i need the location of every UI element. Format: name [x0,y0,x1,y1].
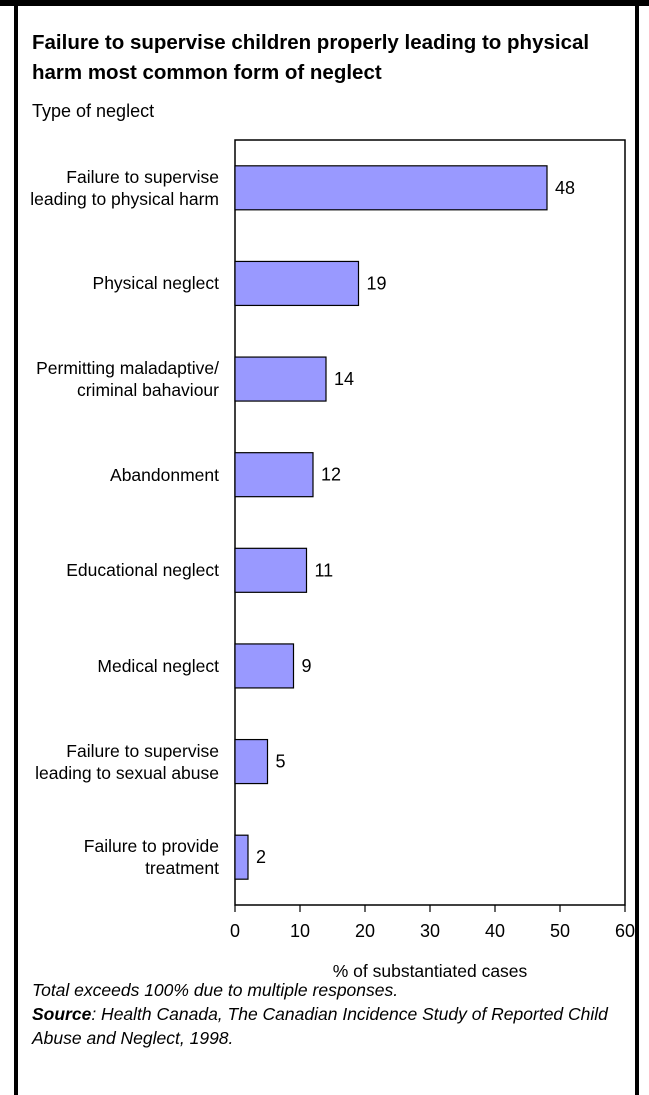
source-text: : Health Canada, The Canadian Incidence … [32,1004,608,1048]
x-tick-label: 40 [485,921,505,941]
x-tick-label: 0 [230,921,240,941]
category-label: Educational neglect [66,560,219,581]
bar [234,547,308,593]
bar [234,452,314,498]
data-label: 19 [367,273,387,293]
chart-frame [14,6,639,1095]
bar [234,738,269,785]
chart-title: Failure to supervise children properly l… [32,31,590,84]
bar [234,834,249,880]
top-border-strip [0,0,649,6]
source-line: Source: Health Canada, The Canadian Inci… [32,1002,612,1050]
category-label: Physical neglect [92,273,219,294]
data-label: 48 [555,178,575,198]
data-label: 12 [321,465,341,485]
category-label: Failure to supervise leading to physical… [30,166,219,209]
category-label: Abandonment [110,464,219,485]
data-label: 5 [276,752,286,772]
x-axis-title: % of substantiated cases [333,961,528,980]
x-tick-label: 30 [420,921,440,941]
chart-footer: Total exceeds 100% due to multiple respo… [32,978,612,1050]
category-label: Failure to supervise leading to sexual a… [35,740,219,783]
source-label: Source [32,1004,92,1024]
bar [234,260,360,307]
y-axis-title: Type of neglect [32,101,155,121]
footnote: Total exceeds 100% due to multiple respo… [32,980,399,1000]
x-tick-label: 20 [355,921,375,941]
x-tick-label: 50 [550,921,570,941]
category-label: Failure to provide treatment [83,836,219,879]
bar-chart: 0 10 20 30 40 50 60 % of substantiated cases 48 1… [230,139,635,980]
x-tick-label: 10 [290,921,310,941]
data-label: 11 [315,560,334,580]
category-label: Permitting maladaptive/ criminal bahavio… [36,358,219,401]
bar [234,356,327,402]
data-label: 9 [302,656,312,676]
bar [234,643,295,689]
data-label: 2 [256,847,266,867]
category-label: Medical neglect [97,655,219,676]
plot-area-border [234,139,626,906]
bar [234,165,548,211]
x-tick-label: 60 [615,921,635,941]
data-label: 14 [334,369,354,389]
